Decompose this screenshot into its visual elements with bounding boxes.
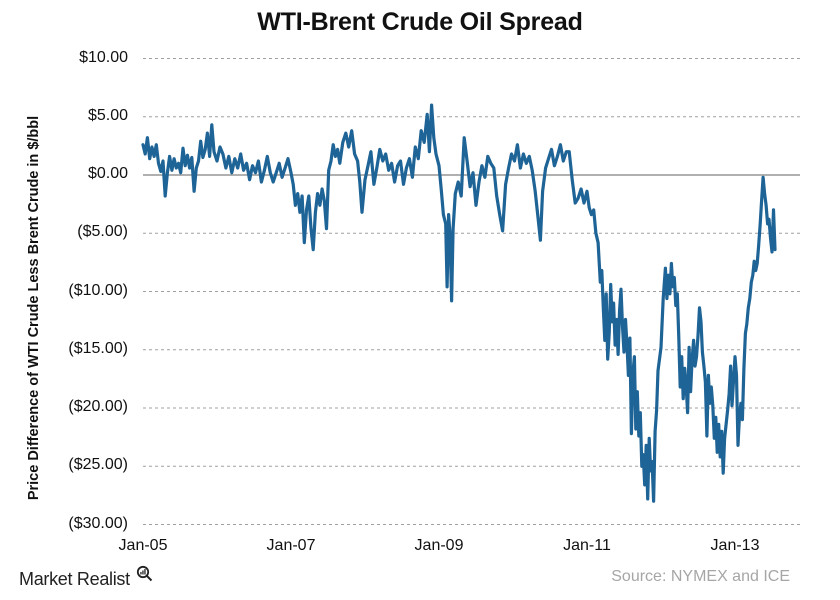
brand-logo-text: Market Realist bbox=[19, 569, 130, 589]
x-tick-label: Jan-07 bbox=[266, 537, 316, 554]
x-tick-label: Jan-11 bbox=[563, 537, 611, 554]
x-tick-label: Jan-05 bbox=[118, 537, 168, 554]
x-tick-label: Jan-13 bbox=[710, 537, 760, 554]
y-tick-label: $0.00 bbox=[87, 165, 128, 182]
y-tick-label: $10.00 bbox=[79, 48, 128, 66]
y-tick-label: $5.00 bbox=[87, 106, 128, 124]
chart-title: WTI-Brent Crude Oil Spread bbox=[257, 8, 583, 36]
gridlines bbox=[143, 58, 800, 525]
y-tick-label: ($5.00) bbox=[77, 223, 128, 241]
magnifier-chart-icon bbox=[136, 565, 153, 582]
source-note: Source: NYMEX and ICE bbox=[611, 568, 790, 585]
y-tick-label: ($30.00) bbox=[68, 514, 128, 532]
y-tick-label: ($25.00) bbox=[68, 456, 128, 474]
spread-line bbox=[141, 103, 777, 503]
y-tick-label: ($20.00) bbox=[68, 398, 128, 415]
y-tick-label: ($15.00) bbox=[68, 339, 128, 357]
y-tick-label: ($10.00) bbox=[68, 281, 128, 299]
x-tick-label: Jan-09 bbox=[414, 537, 464, 554]
